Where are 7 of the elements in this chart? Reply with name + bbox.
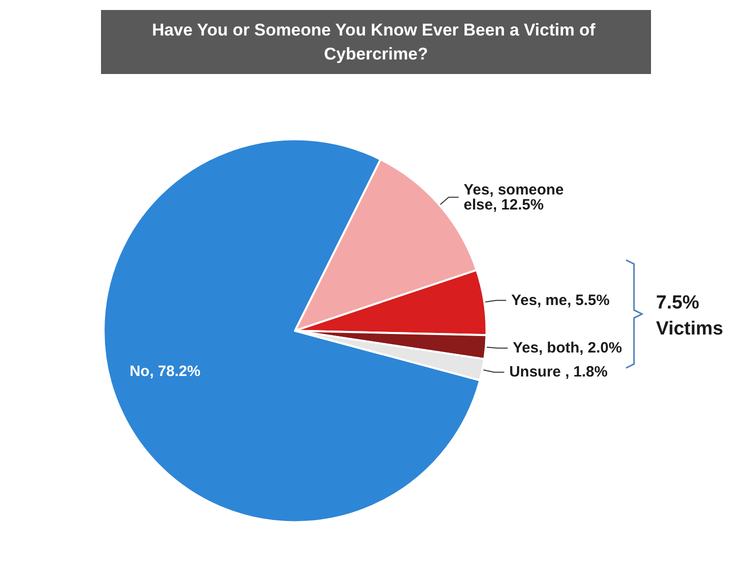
chart-title: Have You or Someone You Know Ever Been a Victim of Cybercrime?	[152, 20, 600, 64]
slice-label: Yes, someone else, 12.5%	[464, 181, 568, 214]
text: 7.5% Victims	[656, 292, 724, 340]
slice-label: Unsure , 1.8%	[509, 364, 608, 381]
slice-label: Yes, me, 5.5%	[511, 292, 610, 309]
slice-label: No, 78.2%	[130, 362, 200, 380]
slice-label: Yes, both, 2.0%	[512, 340, 622, 357]
